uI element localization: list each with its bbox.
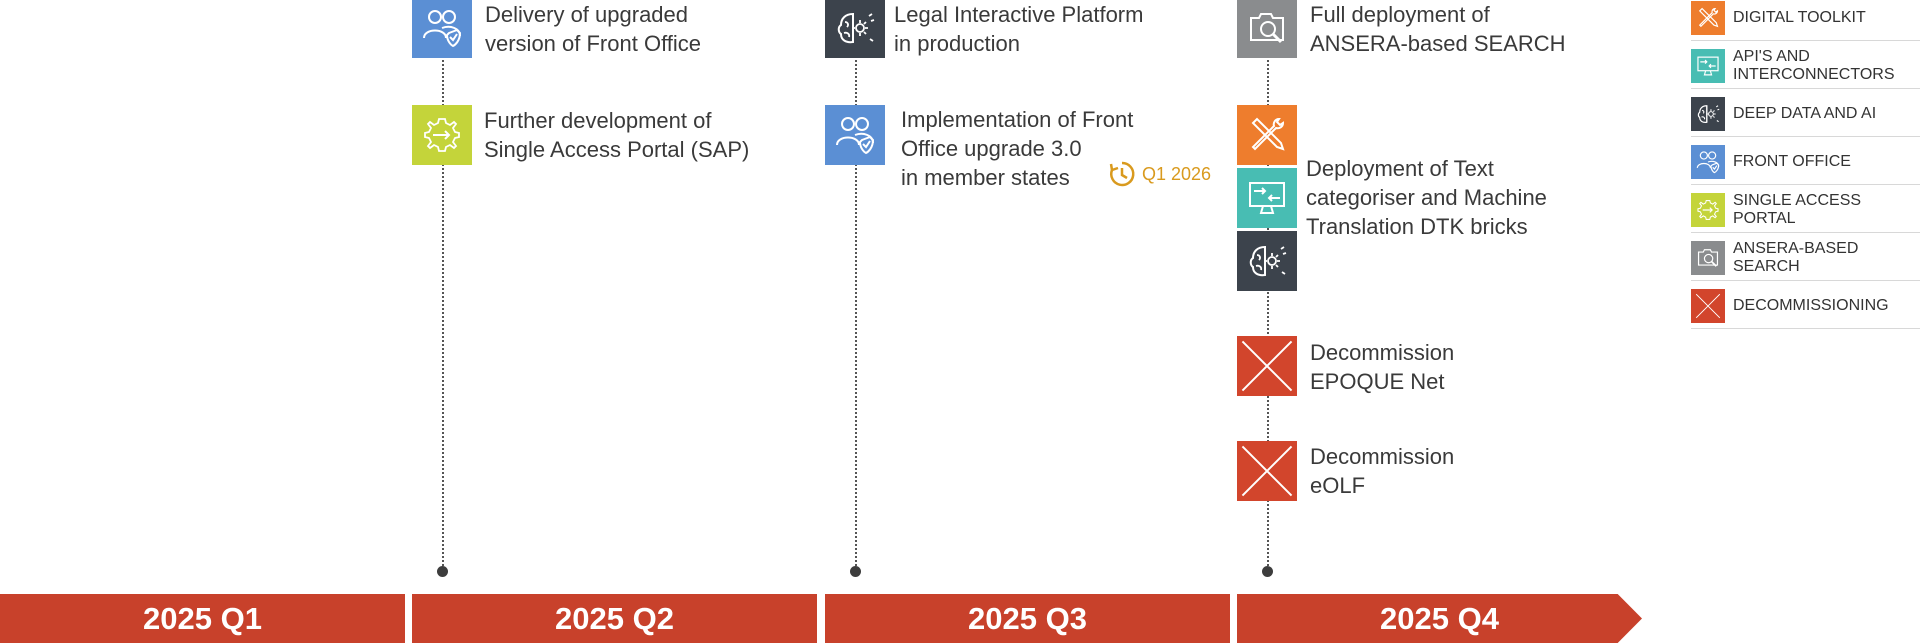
q2-sap-milestone: Further development of Single Access Por… — [484, 106, 749, 164]
front-office-icon — [825, 105, 885, 165]
milestone-line: Decommission — [1310, 442, 1454, 471]
legend-item-digital-toolkit: DIGITAL TOOLKIT — [1691, 0, 1920, 41]
search-photo-icon — [1691, 241, 1725, 275]
milestone-line: Single Access Portal (SAP) — [484, 135, 749, 164]
legend-item-front-office: FRONT OFFICE — [1691, 140, 1920, 185]
single-access-portal-icon — [412, 105, 472, 165]
deep-data-ai-icon — [1237, 231, 1297, 291]
milestone-line: Translation DTK bricks — [1306, 212, 1547, 241]
milestone-line: Delivery of upgraded — [485, 0, 701, 29]
milestone-line: Deployment of Text — [1306, 154, 1547, 183]
milestone-line: eOLF — [1310, 471, 1454, 500]
milestone-line: version of Front Office — [485, 29, 701, 58]
q3-connector-dot — [850, 566, 861, 577]
legend-item-deep-data: DEEP DATA AND AI — [1691, 92, 1920, 137]
decommission-icon — [1237, 441, 1297, 501]
q4-epoque-milestone: Decommission EPOQUE Net — [1310, 338, 1454, 396]
milestone-line: in production — [894, 29, 1143, 58]
timeline-label: 2025 Q2 — [555, 601, 674, 637]
legend-item-ansera: ANSERA-BASED SEARCH — [1691, 236, 1920, 281]
monitor-arrows-icon — [1691, 49, 1725, 83]
milestone-line: Decommission — [1310, 338, 1454, 367]
legend-label: SINGLE ACCESS PORTAL — [1733, 188, 1861, 232]
deadline-badge: Q1 2026 — [1107, 159, 1211, 189]
front-office-icon — [412, 0, 472, 58]
timeline-label: 2025 Q4 — [1380, 601, 1499, 637]
deadline-text: Q1 2026 — [1142, 164, 1211, 185]
timeline-label: 2025 Q1 — [143, 601, 262, 637]
q3-legal-platform-milestone: Legal Interactive Platform in production — [894, 0, 1143, 58]
tools-icon — [1691, 1, 1725, 35]
milestone-line: Further development of — [484, 106, 749, 135]
timeline-q4: 2025 Q4 — [1237, 594, 1642, 643]
q4-eolf-milestone: Decommission eOLF — [1310, 442, 1454, 500]
milestone-line: Full deployment of — [1310, 0, 1566, 29]
milestone-line: Office upgrade 3.0 — [901, 134, 1133, 163]
milestone-line: in member states — [901, 163, 1133, 192]
timeline-label: 2025 Q3 — [968, 601, 1087, 637]
legend-label: ANSERA-BASED SEARCH — [1733, 236, 1858, 280]
milestone-line: Legal Interactive Platform — [894, 0, 1143, 29]
brain-icon — [1691, 97, 1725, 131]
legend-label: DECOMMISSIONING — [1733, 284, 1889, 328]
milestone-line: categoriser and Machine — [1306, 183, 1547, 212]
timeline-q1: 2025 Q1 — [0, 594, 405, 643]
q3-front-office-3-milestone: Implementation of Front Office upgrade 3… — [901, 105, 1133, 192]
milestone-line: ANSERA-based SEARCH — [1310, 29, 1566, 58]
digital-toolkit-icon — [1237, 105, 1297, 165]
q4-connector-dot — [1262, 566, 1273, 577]
timeline-q3: 2025 Q3 — [825, 594, 1230, 643]
cross-icon — [1691, 289, 1725, 323]
legend-label: DIGITAL TOOLKIT — [1733, 0, 1866, 40]
legend-item-decommissioning: DECOMMISSIONING — [1691, 284, 1920, 329]
timeline-q2: 2025 Q2 — [412, 594, 817, 643]
milestone-line: EPOQUE Net — [1310, 367, 1454, 396]
milestone-line: Implementation of Front — [901, 105, 1133, 134]
legend-label: DEEP DATA AND AI — [1733, 92, 1876, 136]
q2-front-office-milestone: Delivery of upgraded version of Front Of… — [485, 0, 701, 58]
decommission-icon — [1237, 336, 1297, 396]
clock-icon — [1107, 159, 1137, 189]
q4-ansera-milestone: Full deployment of ANSERA-based SEARCH — [1310, 0, 1566, 58]
apis-interconnectors-icon — [1237, 168, 1297, 228]
legend-item-single-access: SINGLE ACCESS PORTAL — [1691, 188, 1920, 233]
ansera-search-icon — [1237, 0, 1297, 58]
gear-arrow-icon — [1691, 193, 1725, 227]
q2-connector-dot — [437, 566, 448, 577]
deep-data-ai-icon — [825, 0, 885, 58]
legend-item-apis: API'S AND INTERCONNECTORS — [1691, 44, 1920, 89]
users-shield-icon — [1691, 145, 1725, 179]
q4-dtk-milestone: Deployment of Text categoriser and Machi… — [1306, 154, 1547, 241]
legend-label: API'S AND INTERCONNECTORS — [1733, 44, 1895, 88]
legend-label: FRONT OFFICE — [1733, 140, 1851, 184]
